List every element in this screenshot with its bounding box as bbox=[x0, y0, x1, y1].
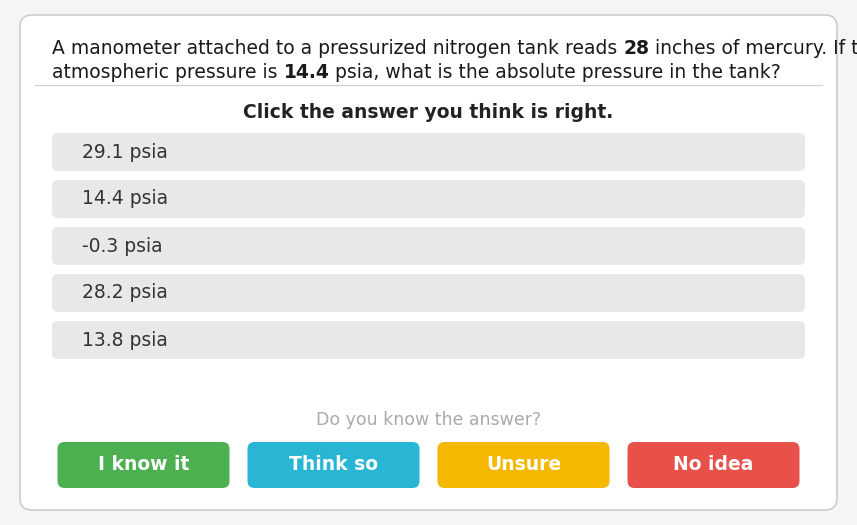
Text: Click the answer you think is right.: Click the answer you think is right. bbox=[243, 103, 614, 122]
FancyBboxPatch shape bbox=[52, 180, 805, 218]
Text: atmospheric pressure is: atmospheric pressure is bbox=[52, 63, 284, 82]
Text: 28: 28 bbox=[623, 39, 650, 58]
Text: No idea: No idea bbox=[674, 456, 753, 475]
FancyBboxPatch shape bbox=[20, 15, 837, 510]
FancyBboxPatch shape bbox=[57, 442, 230, 488]
Text: A manometer attached to a pressurized nitrogen tank reads: A manometer attached to a pressurized ni… bbox=[52, 39, 623, 58]
Text: Think so: Think so bbox=[289, 456, 378, 475]
FancyBboxPatch shape bbox=[627, 442, 800, 488]
Text: Do you know the answer?: Do you know the answer? bbox=[316, 411, 541, 429]
Text: Unsure: Unsure bbox=[486, 456, 561, 475]
Text: 14.4 psia: 14.4 psia bbox=[82, 190, 168, 208]
Text: 14.4: 14.4 bbox=[284, 63, 329, 82]
Text: 28.2 psia: 28.2 psia bbox=[82, 284, 168, 302]
FancyBboxPatch shape bbox=[52, 227, 805, 265]
Text: 13.8 psia: 13.8 psia bbox=[82, 331, 168, 350]
Text: 29.1 psia: 29.1 psia bbox=[82, 142, 168, 162]
Text: I know it: I know it bbox=[98, 456, 189, 475]
FancyBboxPatch shape bbox=[52, 274, 805, 312]
Text: inches of mercury. If the: inches of mercury. If the bbox=[650, 39, 857, 58]
FancyBboxPatch shape bbox=[248, 442, 419, 488]
Text: -0.3 psia: -0.3 psia bbox=[82, 236, 163, 256]
FancyBboxPatch shape bbox=[52, 133, 805, 171]
FancyBboxPatch shape bbox=[438, 442, 609, 488]
FancyBboxPatch shape bbox=[52, 321, 805, 359]
Text: psia, what is the absolute pressure in the tank?: psia, what is the absolute pressure in t… bbox=[329, 63, 781, 82]
